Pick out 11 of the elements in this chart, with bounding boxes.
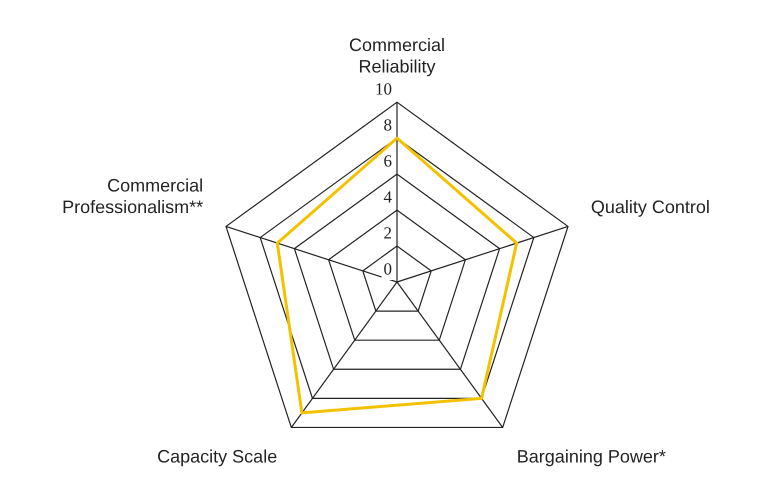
spoke-label: Capacity Scale bbox=[157, 446, 278, 467]
spoke-label: Commercial Reliability bbox=[348, 34, 446, 76]
y-tick-label: 0 bbox=[384, 259, 392, 278]
y-tick-label: 8 bbox=[384, 116, 392, 135]
y-tick-label: 4 bbox=[384, 188, 392, 207]
y-tick-label: 6 bbox=[384, 152, 392, 171]
spoke-label: Quality Control bbox=[590, 197, 710, 218]
y-tick-label: 2 bbox=[384, 224, 392, 243]
spoke-label: Commercial Professionalism** bbox=[62, 176, 204, 218]
spoke-label: Bargaining Power* bbox=[516, 446, 666, 467]
y-tick-label: 10 bbox=[375, 80, 392, 99]
